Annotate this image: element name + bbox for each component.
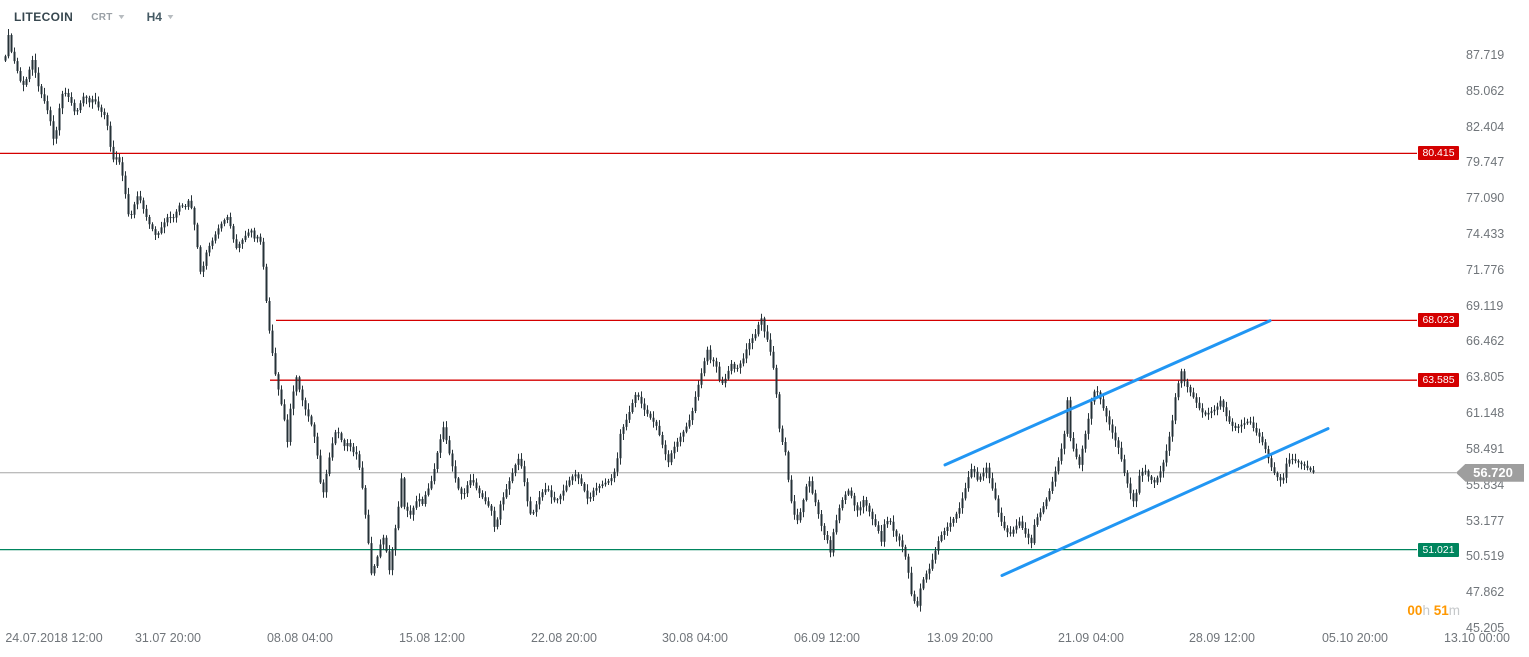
price-axis-label: 79.747 [1466, 155, 1505, 170]
time-axis-label: 30.08 04:00 [661, 631, 729, 645]
time-axis-label: 28.09 12:00 [1188, 631, 1256, 645]
time-axis-label: 21.09 04:00 [1057, 631, 1125, 645]
timeframe-label: H4 [146, 10, 162, 24]
price-axis-label: 47.862 [1466, 585, 1505, 600]
price-level-badge-68.023[interactable]: 68.023 [1418, 313, 1459, 328]
trendline-channel-lower[interactable] [1000, 427, 1330, 577]
countdown-minutes: 51 [1433, 603, 1449, 618]
price-axis-label: 63.805 [1466, 370, 1505, 385]
instrument-selector[interactable]: CRT ▼ [91, 11, 126, 23]
timeframe-selector[interactable]: H4 ▼ [146, 10, 176, 24]
price-axis-label: 77.090 [1466, 191, 1505, 206]
price-level-badge-63.585[interactable]: 63.585 [1418, 373, 1459, 388]
price-axis-label: 61.148 [1466, 406, 1505, 421]
price-level-badge-51.021[interactable]: 51.021 [1418, 542, 1459, 557]
price-axis-label: 53.177 [1466, 513, 1505, 528]
symbol-name: LITECOIN [14, 10, 74, 24]
time-axis-label: 31.07 20:00 [134, 631, 202, 645]
countdown-hours: 00 [1407, 603, 1423, 618]
price-axis-label: 66.462 [1466, 334, 1505, 349]
trendline-channel-upper[interactable] [943, 319, 1272, 467]
time-axis-label: 08.08 04:00 [266, 631, 334, 645]
chevron-down-icon: ▼ [116, 13, 126, 21]
price-axis-label: 69.119 [1466, 298, 1504, 313]
price-axis-label: 82.404 [1466, 119, 1505, 134]
price-axis-label: 45.205 [1466, 620, 1505, 635]
instrument-code: CRT [91, 11, 113, 23]
price-axis-label: 50.519 [1466, 549, 1505, 564]
price-axis-label: 71.776 [1466, 262, 1505, 277]
price-axis-label: 74.433 [1466, 227, 1505, 242]
time-axis-label: 15.08 12:00 [398, 631, 466, 645]
candle-countdown: 00h 51m [1407, 603, 1460, 618]
time-axis-label: 05.10 20:00 [1321, 631, 1389, 645]
current-price-badge: 56.720 [1456, 463, 1524, 482]
price-axis-label: 87.719 [1466, 48, 1505, 62]
price-axis-label: 85.062 [1466, 83, 1505, 98]
price-level-badge-80.415[interactable]: 80.415 [1418, 146, 1459, 161]
chart-header: LITECOIN CRT ▼ H4 ▼ [14, 10, 176, 24]
time-axis-label: 13.10 00:00 [1443, 631, 1511, 645]
time-axis-label: 13.09 20:00 [926, 631, 994, 645]
candle-bodies [4, 35, 1315, 606]
chevron-down-icon: ▼ [165, 13, 176, 21]
time-axis-label: 22.08 20:00 [530, 631, 598, 645]
time-axis-label: 06.09 12:00 [793, 631, 861, 645]
time-axis-label: 24.07.2018 12:00 [5, 631, 103, 645]
price-axis-label: 58.491 [1466, 441, 1505, 456]
